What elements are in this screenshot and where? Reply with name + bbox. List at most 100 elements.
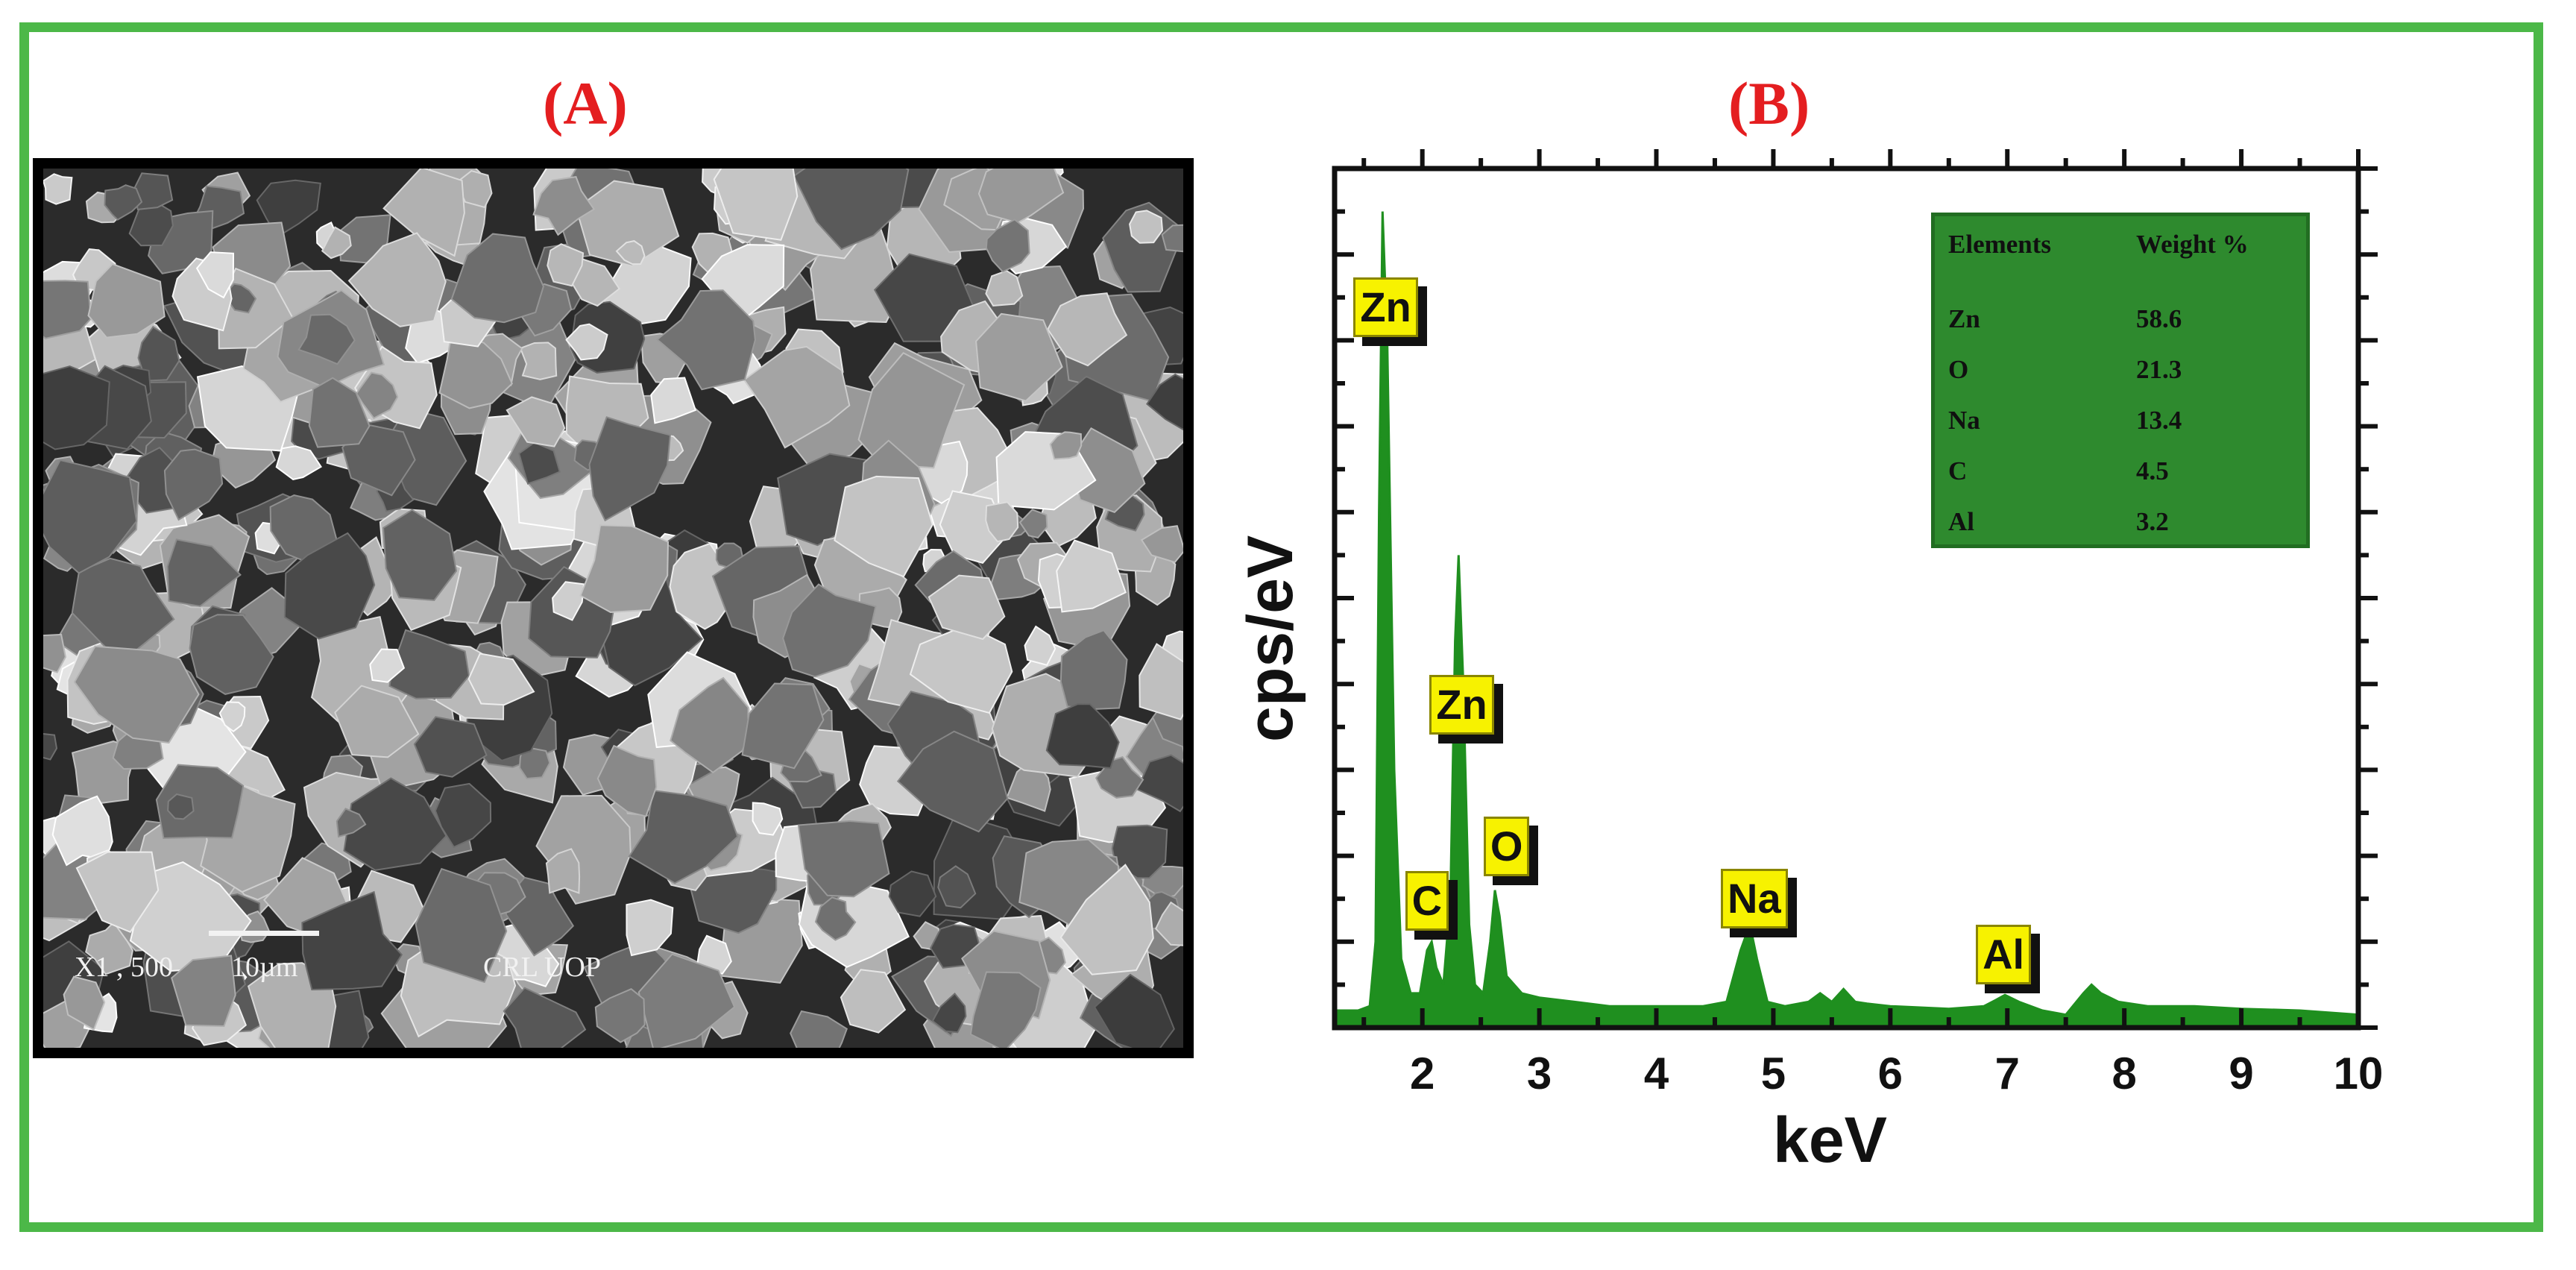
sem-particle: [73, 645, 200, 744]
sem-lab-label: CRL UOP: [483, 952, 602, 983]
sem-particle: [519, 342, 558, 380]
sem-particle: [1136, 754, 1183, 813]
peak-label-zn: Zn: [1353, 277, 1418, 337]
sem-particle: [782, 583, 877, 678]
sem-scale-label: 10µm: [231, 952, 298, 983]
panel-a-label: (A): [543, 69, 628, 137]
sem-particle: [532, 175, 596, 236]
sem-particle: [628, 789, 739, 884]
sem-particle: [1155, 901, 1183, 946]
sem-particle: [969, 971, 1042, 1048]
sem-particle: [650, 377, 697, 424]
sem-particle: [334, 685, 420, 758]
sem-particle: [588, 416, 671, 522]
composition-table: Elements Weight % Zn 58.6 O 21.3 Na 13.4…: [1931, 213, 2310, 548]
sem-particle: [888, 870, 937, 917]
sem-image: [43, 169, 1183, 1048]
sem-particle: [713, 169, 799, 241]
sem-particle: [814, 896, 857, 941]
sem-particle: [321, 226, 352, 260]
sem-particle: [1139, 643, 1183, 720]
peak-label-o: O: [1483, 817, 1530, 876]
sem-particle: [1093, 973, 1175, 1048]
sem-particle: [1161, 224, 1183, 253]
sem-particle: [985, 269, 1024, 307]
table-header-weight: Weight %: [2136, 230, 2249, 259]
sem-micrograph: X1 , 500 10µm CRL UOP: [33, 158, 1194, 1058]
peak-label-c: C: [1405, 871, 1449, 931]
sem-particle: [985, 219, 1030, 273]
sem-particle: [415, 867, 508, 984]
sem-particle: [1140, 525, 1183, 564]
sem-particle: [937, 865, 977, 909]
sem-particle: [1129, 210, 1164, 244]
table-header-elements: Elements: [1948, 230, 2052, 259]
sem-particle: [518, 441, 561, 485]
sem-particle: [928, 574, 1006, 641]
sem-particle: [506, 396, 566, 447]
sem-particle: [438, 332, 513, 409]
sem-particle: [155, 764, 245, 840]
sem-particle: [696, 934, 732, 975]
sem-particle: [626, 899, 674, 957]
sem-particle: [347, 232, 447, 327]
y-axis-title: cps/eV: [1235, 535, 1306, 742]
sem-magnification: X1 , 500: [75, 952, 173, 983]
x-tick-label: 8: [2111, 1049, 2136, 1098]
table-row-weight: 3.2: [2136, 507, 2169, 536]
sem-particle: [104, 184, 143, 221]
sem-particle: [85, 921, 133, 975]
sem-particle: [43, 280, 92, 339]
sem-particle: [43, 732, 58, 761]
sem-particle: [840, 969, 907, 1034]
sem-particle: [43, 633, 66, 673]
sem-particle: [382, 509, 458, 602]
table-row-element: C: [1948, 456, 1968, 485]
sem-particle: [615, 240, 646, 265]
sem-particle: [977, 169, 1065, 224]
panel-b-label: (B): [1728, 69, 1810, 137]
sem-particle: [552, 581, 585, 621]
sem-particle: [790, 1010, 848, 1048]
x-tick-label: 9: [2229, 1049, 2253, 1098]
sem-particle: [301, 890, 403, 991]
table-row-weight: 4.5: [2136, 456, 2169, 485]
spectrum-series-0: [1333, 211, 2360, 1029]
sem-particle: [1018, 509, 1048, 539]
sem-particle: [128, 200, 174, 247]
peak-label-al: Al: [1976, 925, 2032, 984]
peak-label-na: Na: [1721, 869, 1788, 928]
scale-bar: [209, 931, 319, 936]
x-tick-label: 4: [1644, 1049, 1669, 1098]
sem-particle: [369, 648, 406, 683]
sem-particle: [637, 953, 736, 1048]
table-row-weight: 58.6: [2136, 304, 2182, 333]
table-row-weight: 21.3: [2136, 355, 2182, 384]
sem-particle: [896, 730, 1009, 833]
x-tick-label: 10: [2334, 1049, 2384, 1098]
sem-particle: [1056, 539, 1127, 613]
sem-particle: [931, 992, 967, 1034]
sem-particle: [1059, 864, 1154, 975]
sem-particle: [283, 532, 376, 640]
table-row-weight: 13.4: [2136, 406, 2182, 435]
sem-particle: [308, 377, 371, 448]
sem-particle: [275, 445, 323, 480]
sem-particle: [43, 459, 138, 574]
sem-particle: [171, 955, 236, 1028]
sem-particle: [1049, 431, 1083, 460]
sem-particle: [655, 289, 756, 391]
sem-particle: [797, 820, 890, 898]
sem-particle: [297, 313, 356, 365]
sem-particle: [355, 371, 399, 419]
x-tick-label: 6: [1878, 1049, 1903, 1098]
sem-particle: [547, 243, 585, 287]
sem-particle: [579, 524, 670, 614]
sem-particle: [434, 782, 492, 849]
table-row-element: Na: [1948, 406, 1980, 435]
sem-particle: [75, 851, 160, 934]
figure-frame: [19, 22, 2543, 1232]
sem-particle: [670, 676, 749, 774]
sem-particle: [467, 653, 535, 706]
table-row-element: Zn: [1948, 304, 1980, 333]
